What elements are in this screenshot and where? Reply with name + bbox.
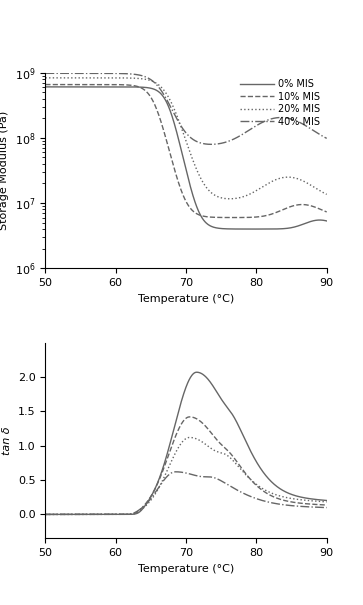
20% MIS (214, 192, 218, 200)
0% MIS (214, 224, 218, 232)
20% MIS (207, 443, 211, 451)
0% MIS (61, 83, 65, 91)
40% MIS (286, 114, 290, 122)
20% MIS (325, 499, 329, 506)
40% MIS (257, 120, 261, 128)
Y-axis label: tan δ: tan δ (2, 427, 12, 455)
0% MIS (325, 217, 329, 224)
40% MIS (209, 141, 213, 148)
40% MIS (214, 475, 219, 482)
0% MIS (207, 221, 211, 229)
Line: 40% MIS: 40% MIS (45, 472, 327, 514)
40% MIS (43, 511, 48, 518)
0% MIS (257, 226, 261, 233)
Y-axis label: Storage Modulus (Pa): Storage Modulus (Pa) (0, 111, 9, 230)
20% MIS (257, 185, 261, 192)
0% MIS (195, 368, 199, 376)
10% MIS (286, 498, 290, 505)
20% MIS (43, 511, 48, 518)
40% MIS (61, 511, 65, 518)
0% MIS (286, 224, 290, 232)
Legend: 0% MIS, 10% MIS, 20% MIS, 40% MIS: 0% MIS, 10% MIS, 20% MIS, 40% MIS (238, 77, 322, 129)
0% MIS (286, 489, 290, 497)
0% MIS (325, 497, 329, 504)
0% MIS (223, 225, 227, 232)
40% MIS (174, 468, 178, 476)
X-axis label: Temperature (°C): Temperature (°C) (138, 293, 234, 304)
10% MIS (61, 81, 65, 88)
40% MIS (207, 140, 211, 148)
0% MIS (43, 83, 48, 91)
10% MIS (207, 214, 211, 221)
40% MIS (325, 135, 329, 142)
20% MIS (43, 74, 48, 82)
0% MIS (223, 401, 227, 408)
10% MIS (214, 436, 219, 443)
0% MIS (43, 511, 48, 518)
40% MIS (223, 139, 227, 146)
Line: 20% MIS: 20% MIS (45, 78, 327, 199)
20% MIS (325, 191, 329, 198)
10% MIS (61, 511, 65, 518)
40% MIS (61, 70, 65, 77)
0% MIS (214, 388, 219, 395)
Line: 20% MIS: 20% MIS (45, 437, 327, 514)
20% MIS (188, 434, 192, 441)
0% MIS (257, 463, 261, 470)
10% MIS (325, 208, 329, 215)
10% MIS (207, 427, 211, 434)
20% MIS (223, 195, 227, 202)
40% MIS (207, 473, 211, 480)
Line: 0% MIS: 0% MIS (45, 372, 327, 514)
20% MIS (214, 448, 219, 455)
Line: 10% MIS: 10% MIS (45, 417, 327, 514)
0% MIS (255, 226, 260, 233)
0% MIS (61, 511, 65, 518)
10% MIS (232, 214, 236, 221)
20% MIS (286, 494, 290, 502)
20% MIS (257, 483, 261, 490)
10% MIS (223, 214, 227, 221)
10% MIS (214, 214, 218, 221)
20% MIS (228, 195, 232, 203)
20% MIS (61, 74, 65, 82)
40% MIS (325, 504, 329, 511)
0% MIS (207, 377, 211, 384)
Line: 40% MIS: 40% MIS (45, 73, 327, 145)
40% MIS (257, 496, 261, 503)
40% MIS (286, 502, 290, 509)
10% MIS (257, 484, 261, 491)
Line: 10% MIS: 10% MIS (45, 85, 327, 218)
20% MIS (223, 451, 227, 458)
10% MIS (286, 204, 290, 211)
20% MIS (207, 187, 211, 194)
10% MIS (223, 444, 227, 451)
40% MIS (223, 479, 227, 486)
10% MIS (325, 502, 329, 509)
40% MIS (214, 140, 219, 148)
20% MIS (286, 174, 290, 181)
10% MIS (188, 413, 192, 420)
10% MIS (257, 213, 261, 220)
Line: 0% MIS: 0% MIS (45, 87, 327, 229)
X-axis label: Temperature (°C): Temperature (°C) (138, 564, 234, 574)
10% MIS (43, 511, 48, 518)
20% MIS (61, 511, 65, 518)
40% MIS (43, 70, 48, 77)
10% MIS (43, 81, 48, 88)
